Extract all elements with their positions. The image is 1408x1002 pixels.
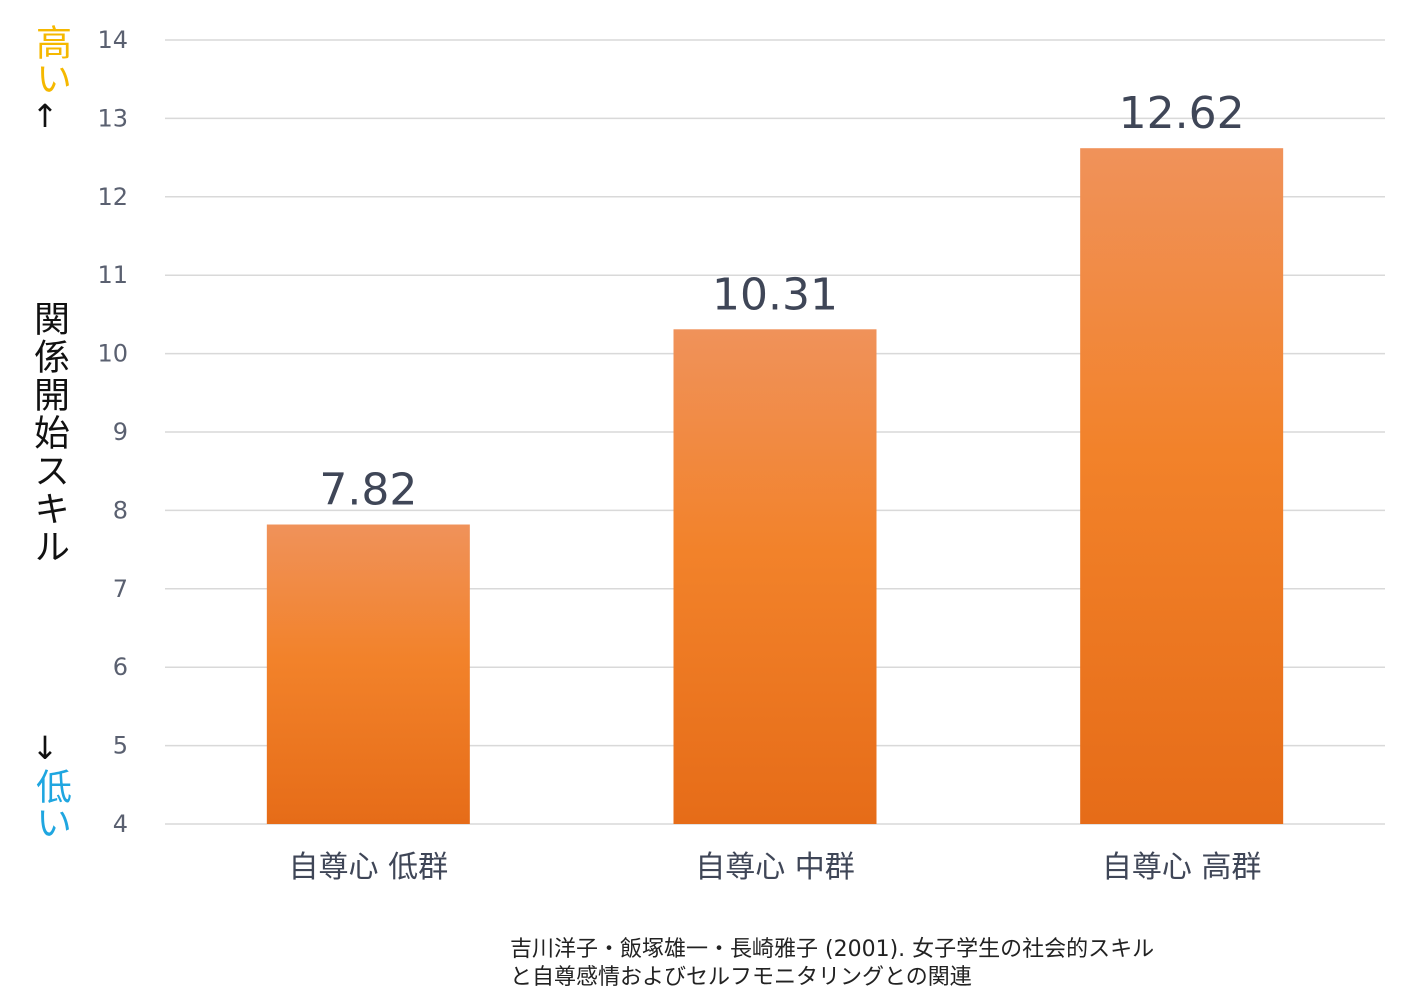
- y-tick-label: 6: [113, 653, 128, 681]
- category-label: 自尊心 高群: [1102, 850, 1262, 885]
- bar: [673, 329, 877, 824]
- up-arrow-icon: ↑: [31, 97, 59, 135]
- y-tick-label: 11: [97, 261, 128, 289]
- category-labels: 自尊心 低群 自尊心 中群 自尊心 高群: [289, 850, 1262, 885]
- y-tick-label: 14: [97, 26, 128, 54]
- y-tick-label: 4: [113, 810, 128, 838]
- y-tick-label: 8: [113, 496, 128, 524]
- y-tick-label: 10: [97, 340, 128, 368]
- y-tick-label: 5: [113, 732, 128, 760]
- bar: [266, 524, 470, 824]
- bars: [266, 148, 1284, 824]
- y-tick-label: 9: [113, 418, 128, 446]
- category-label: 自尊心 低群: [289, 850, 449, 885]
- source-citation: 吉川洋子・飯塚雄一・長崎雅子 (2001). 女子学生の社会的スキル と自尊感情…: [510, 936, 1390, 992]
- high-label: 高い: [30, 24, 71, 96]
- data-label: 7.82: [319, 465, 417, 516]
- source-line-1: 吉川洋子・飯塚雄一・長崎雅子 (2001). 女子学生の社会的スキル: [510, 937, 1155, 962]
- y-tick-label: 13: [97, 104, 128, 132]
- data-labels: 7.82 10.31 12.62: [319, 88, 1244, 515]
- bar: [1080, 148, 1284, 824]
- data-label: 10.31: [712, 269, 838, 320]
- y-tick-label: 7: [113, 575, 128, 603]
- source-line-2: と自尊感情およびセルフモニタリングとの関連: [510, 965, 972, 990]
- y-axis-ticks: 4 5 6 7 8 9 10 11 12 13 14: [97, 26, 128, 838]
- y-axis-title: 関係開始スキル: [28, 300, 69, 566]
- data-label: 12.62: [1119, 88, 1245, 139]
- y-tick-label: 12: [97, 183, 128, 211]
- low-label: 低い: [30, 768, 71, 840]
- down-arrow-icon: ↓: [31, 729, 59, 767]
- category-label: 自尊心 中群: [695, 850, 855, 885]
